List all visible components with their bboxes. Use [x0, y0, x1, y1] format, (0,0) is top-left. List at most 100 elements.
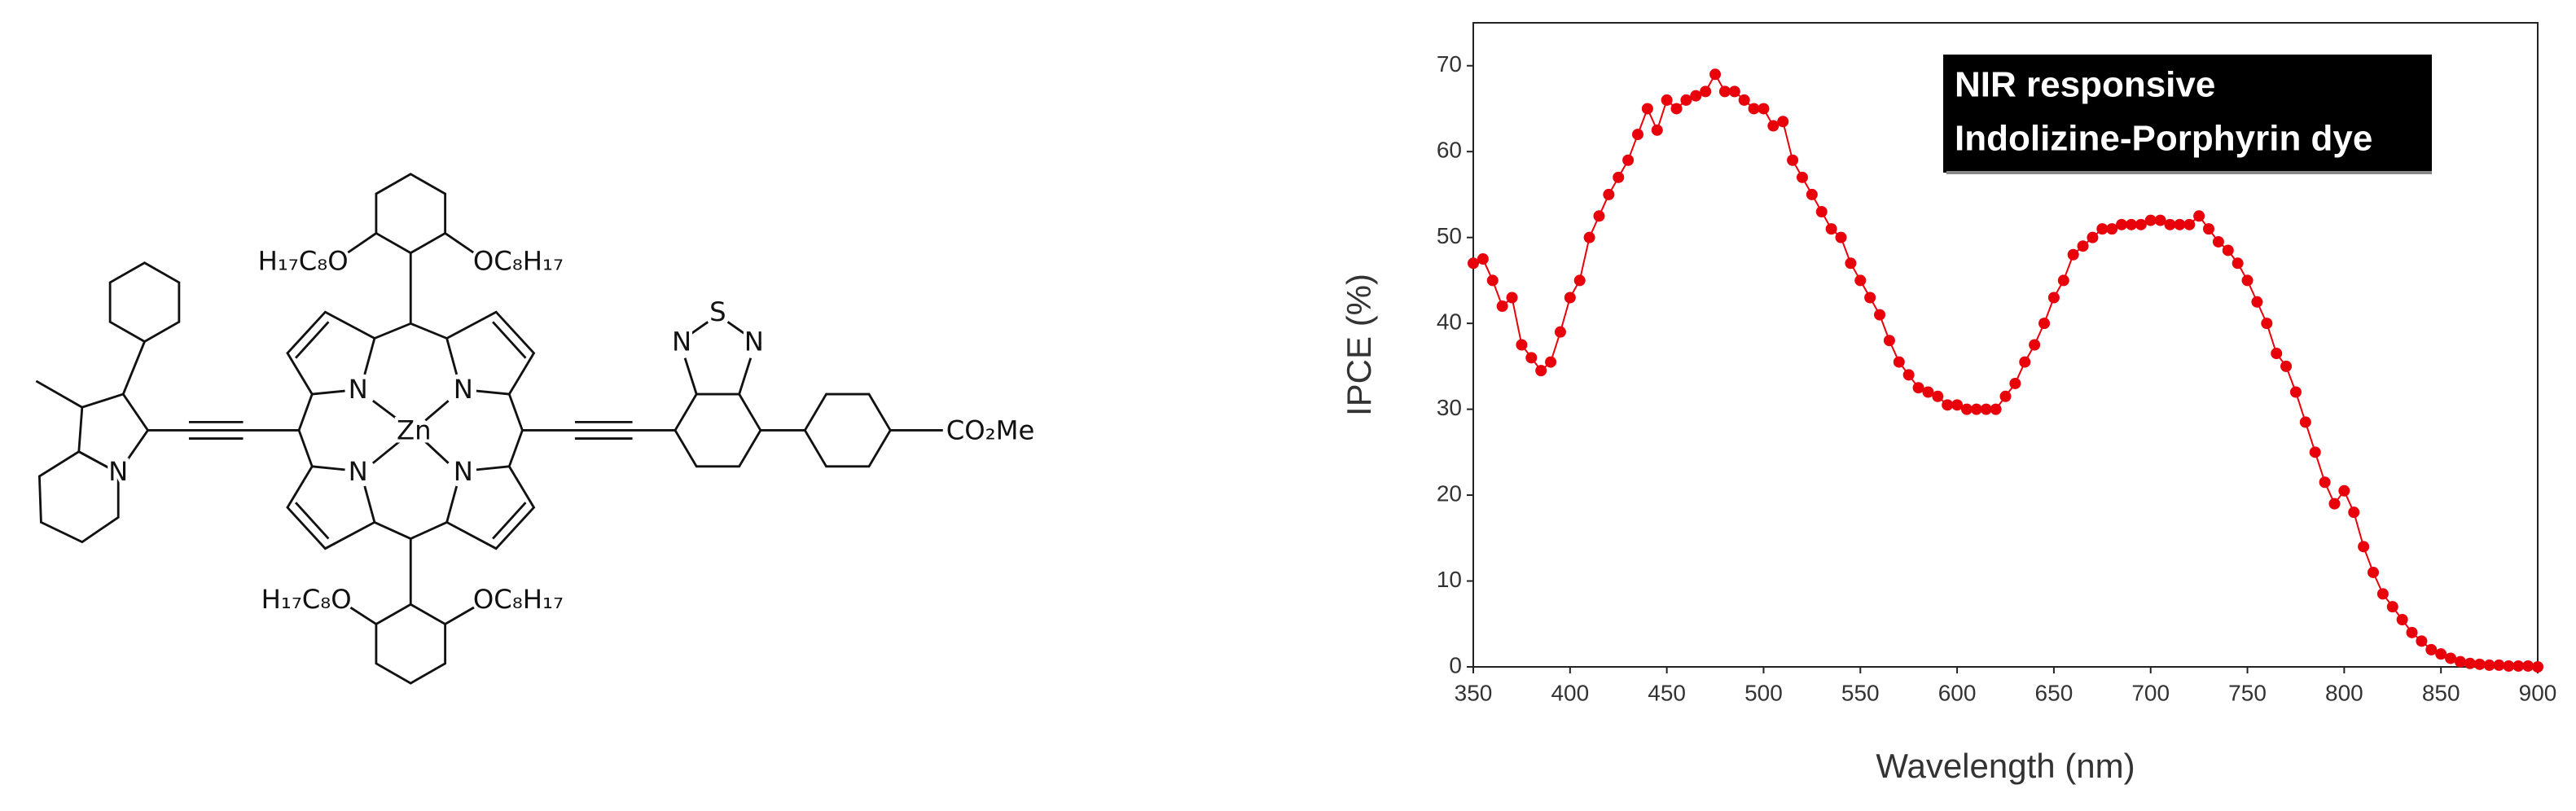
ring	[803, 392, 892, 468]
data-point	[2261, 318, 2273, 330]
bond	[726, 321, 745, 335]
data-point	[2241, 274, 2253, 287]
x-tick-label: 750	[2228, 680, 2267, 705]
data-point	[1535, 365, 1547, 377]
bond	[691, 321, 709, 335]
data-point	[1912, 382, 1924, 394]
data-point	[2299, 416, 2311, 428]
data-point	[1670, 103, 1683, 115]
bond	[121, 341, 146, 395]
data-point	[1680, 94, 1692, 106]
data-point	[2512, 660, 2525, 672]
data-point	[1631, 129, 1643, 141]
y-tick-label: 40	[1437, 309, 1462, 335]
bond	[372, 400, 400, 422]
data-point	[2328, 498, 2341, 510]
data-point	[2077, 240, 2089, 252]
bond	[312, 465, 345, 471]
data-point	[2396, 613, 2408, 625]
atom-label: N	[454, 374, 473, 405]
data-point	[1796, 171, 1808, 183]
y-tick-label: 10	[1437, 567, 1462, 592]
ring	[375, 173, 447, 255]
data-point	[1970, 403, 1982, 415]
data-point	[1738, 94, 1750, 106]
data-point	[1893, 356, 1905, 368]
data-point	[1815, 206, 1828, 218]
atom-label: Zn	[397, 414, 432, 445]
x-tick-label: 800	[2325, 680, 2363, 705]
bond	[492, 321, 527, 359]
data-point	[1902, 369, 1915, 381]
atom-label: N	[349, 374, 368, 405]
data-point	[2289, 386, 2302, 398]
data-point	[1767, 120, 1780, 132]
data-point	[2057, 274, 2069, 287]
data-point	[1874, 309, 1886, 321]
x-tick-label: 700	[2131, 680, 2170, 705]
data-point	[1651, 124, 1663, 136]
ring	[77, 392, 150, 475]
data-point	[1777, 116, 1789, 128]
atom-label: N	[454, 456, 473, 487]
bond	[344, 232, 377, 256]
bond	[295, 321, 330, 359]
atom-label: H₁₇C₈O	[261, 584, 352, 615]
data-point	[2483, 659, 2495, 671]
data-point	[1690, 90, 1702, 102]
data-point	[2096, 223, 2109, 235]
data-point	[2135, 218, 2147, 230]
data-point	[1845, 257, 1857, 270]
bond	[444, 605, 477, 625]
data-point	[1709, 68, 1722, 81]
atom-label: CO₂Me	[946, 414, 1035, 445]
x-tick-label: 550	[1841, 680, 1880, 705]
data-point	[2368, 566, 2380, 578]
y-tick-label: 70	[1437, 51, 1462, 77]
data-point	[1641, 103, 1653, 115]
bond	[312, 389, 345, 396]
y-tick-label: 30	[1437, 395, 1462, 420]
data-point	[2212, 235, 2224, 248]
annotation-box	[1943, 55, 2432, 173]
bond	[738, 357, 753, 395]
annotation-text: NIR responsive	[1955, 65, 2215, 105]
x-tick-label: 900	[2519, 680, 2557, 705]
data-point	[1718, 85, 1731, 98]
x-tick-label: 400	[1551, 680, 1589, 705]
data-point	[1758, 103, 1770, 115]
y-tick-label: 0	[1449, 652, 1462, 677]
bond	[371, 441, 401, 464]
data-point	[2047, 292, 2060, 304]
x-tick-label: 650	[2035, 680, 2074, 705]
data-point	[1999, 390, 2012, 402]
data-point	[1806, 188, 1818, 200]
data-point	[1883, 335, 1895, 347]
data-point	[2019, 356, 2031, 368]
data-point	[1787, 154, 1799, 166]
data-point	[1990, 403, 2002, 415]
data-point	[2116, 218, 2128, 230]
data-point	[2464, 657, 2476, 669]
data-point	[1864, 292, 1876, 304]
y-tick-label: 50	[1437, 223, 1462, 248]
data-point	[2232, 257, 2244, 270]
data-point	[1960, 403, 1973, 415]
bond	[445, 485, 459, 523]
data-point	[2425, 643, 2438, 655]
data-point	[2338, 484, 2350, 497]
atom-label: S	[709, 296, 726, 327]
data-point	[1593, 210, 1605, 222]
data-point	[1613, 171, 1625, 183]
bond	[363, 338, 376, 375]
bond	[444, 232, 477, 256]
annotation-text: Indolizine-Porphyrin dye	[1955, 119, 2372, 159]
data-point	[2503, 660, 2515, 672]
x-tick-label: 600	[1938, 680, 1977, 705]
ring	[375, 603, 447, 685]
data-point	[1932, 390, 1944, 402]
data-point	[1554, 326, 1566, 338]
atom-label: OC₈H₁₇	[473, 246, 564, 277]
data-point	[2038, 318, 2051, 330]
